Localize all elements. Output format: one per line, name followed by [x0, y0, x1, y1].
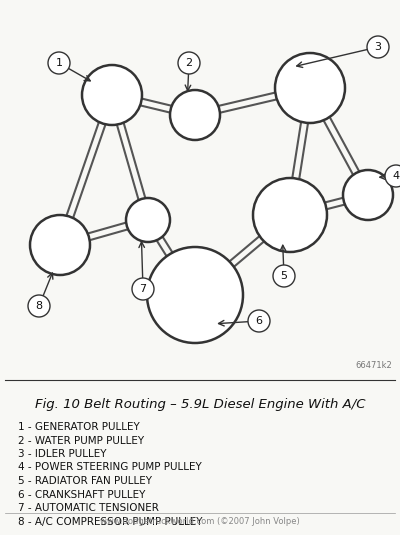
- Text: 2 - WATER PUMP PULLEY: 2 - WATER PUMP PULLEY: [18, 435, 144, 446]
- Text: 5 - RADIATOR FAN PULLEY: 5 - RADIATOR FAN PULLEY: [18, 476, 152, 486]
- Circle shape: [367, 36, 389, 58]
- Circle shape: [132, 278, 154, 300]
- Circle shape: [147, 247, 243, 343]
- Text: 4: 4: [392, 171, 400, 181]
- Text: 8 - A/C COMPRESSOR PUMP PULLEY: 8 - A/C COMPRESSOR PUMP PULLEY: [18, 516, 202, 526]
- Circle shape: [385, 165, 400, 187]
- Circle shape: [253, 178, 327, 252]
- Circle shape: [178, 52, 200, 74]
- Text: 5: 5: [280, 271, 288, 281]
- Text: 7: 7: [140, 284, 146, 294]
- Text: 4 - POWER STEERING PUMP PULLEY: 4 - POWER STEERING PUMP PULLEY: [18, 462, 202, 472]
- Circle shape: [28, 295, 50, 317]
- Circle shape: [273, 265, 295, 287]
- Text: www.dodgetruckworld.com (©2007 John Volpe): www.dodgetruckworld.com (©2007 John Volp…: [100, 517, 300, 526]
- Text: Fig. 10 Belt Routing – 5.9L Diesel Engine With A/C: Fig. 10 Belt Routing – 5.9L Diesel Engin…: [35, 398, 365, 411]
- Text: 1 - GENERATOR PULLEY: 1 - GENERATOR PULLEY: [18, 422, 140, 432]
- Circle shape: [82, 65, 142, 125]
- Circle shape: [343, 170, 393, 220]
- Text: 66471k2: 66471k2: [355, 361, 392, 370]
- Text: 7 - AUTOMATIC TENSIONER: 7 - AUTOMATIC TENSIONER: [18, 503, 159, 513]
- Text: 8: 8: [36, 301, 42, 311]
- Text: 3: 3: [374, 42, 382, 52]
- Text: 3 - IDLER PULLEY: 3 - IDLER PULLEY: [18, 449, 106, 459]
- Text: 6 - CRANKSHAFT PULLEY: 6 - CRANKSHAFT PULLEY: [18, 490, 145, 500]
- Circle shape: [275, 53, 345, 123]
- Circle shape: [170, 90, 220, 140]
- Circle shape: [48, 52, 70, 74]
- Text: 2: 2: [186, 58, 192, 68]
- Circle shape: [126, 198, 170, 242]
- Text: 1: 1: [56, 58, 62, 68]
- Text: 6: 6: [256, 316, 262, 326]
- Circle shape: [248, 310, 270, 332]
- Circle shape: [30, 215, 90, 275]
